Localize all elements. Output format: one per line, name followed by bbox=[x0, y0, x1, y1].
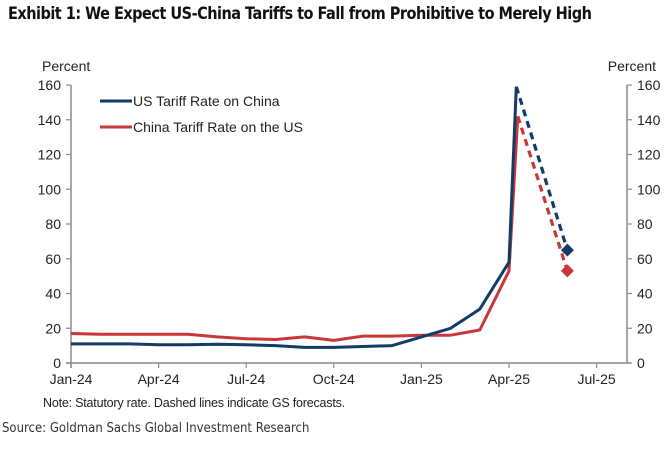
chart-title: Exhibit 1: We Expect US-China Tariffs to… bbox=[8, 4, 592, 23]
x-tick-label: Jan-24 bbox=[50, 371, 93, 387]
right-y-tick-label: 80 bbox=[637, 216, 653, 232]
china-tariff-rate-on-the-us-actual-line bbox=[70, 116, 520, 342]
x-tick-label: Jul-25 bbox=[578, 371, 616, 387]
left-y-tick-label: 20 bbox=[45, 320, 61, 336]
left-y-tick-label: 120 bbox=[38, 147, 62, 163]
chart-note: Note: Statutory rate. Dashed lines indic… bbox=[43, 396, 345, 410]
right-y-tick-label: 40 bbox=[637, 286, 653, 302]
right-axis-unit-label: Percent bbox=[608, 58, 656, 74]
right-y-tick-label: 0 bbox=[637, 355, 645, 371]
legend-label: US Tariff Rate on China bbox=[133, 93, 280, 109]
left-y-tick-label: 100 bbox=[38, 181, 62, 197]
chart-source: Source: Goldman Sachs Global Investment … bbox=[2, 421, 310, 436]
us-tariff-rate-on-china-forecast-line bbox=[514, 86, 569, 251]
right-y-tick-label: 100 bbox=[637, 181, 661, 197]
x-tick-label: Jan-25 bbox=[400, 371, 443, 387]
right-y-tick-label: 120 bbox=[637, 147, 661, 163]
china-tariff-rate-on-the-us-forecast-marker bbox=[560, 264, 574, 278]
x-tick-label: Apr-24 bbox=[138, 371, 180, 387]
right-y-tick-label: 20 bbox=[637, 320, 653, 336]
left-axis-unit-label: Percent bbox=[42, 58, 90, 74]
x-tick-label: Jul-24 bbox=[227, 371, 265, 387]
china-tariff-rate-on-the-us-forecast-line bbox=[516, 115, 569, 272]
left-y-tick-label: 80 bbox=[45, 216, 61, 232]
series-lines bbox=[70, 86, 574, 349]
x-tick-label: Apr-25 bbox=[488, 371, 530, 387]
left-y-tick-label: 40 bbox=[45, 286, 61, 302]
right-y-tick-label: 60 bbox=[637, 251, 653, 267]
left-y-tick-label: 60 bbox=[45, 251, 61, 267]
legend-label: China Tariff Rate on the US bbox=[133, 119, 303, 135]
us-tariff-rate-on-china-actual-line bbox=[71, 86, 518, 349]
left-y-tick-label: 140 bbox=[38, 112, 62, 128]
right-y-tick-label: 160 bbox=[637, 77, 661, 93]
us-tariff-rate-on-china-forecast-marker bbox=[560, 243, 574, 257]
x-tick-label: Oct-24 bbox=[313, 371, 355, 387]
left-y-tick-label: 160 bbox=[38, 77, 62, 93]
right-y-tick-label: 140 bbox=[637, 112, 661, 128]
axes: 0 0 20 20 40 40 60 60 80 80 100 100 120 120 140 140 160 1… bbox=[38, 58, 661, 387]
left-y-tick-label: 0 bbox=[53, 355, 61, 371]
legend: US Tariff Rate on China China Tariff Rate… bbox=[100, 93, 303, 135]
